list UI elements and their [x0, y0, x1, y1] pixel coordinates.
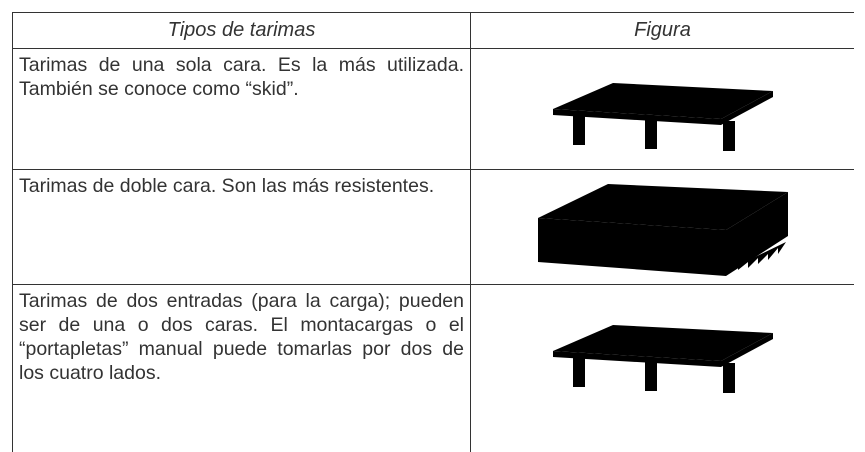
figure-cell [471, 285, 855, 452]
table: Tipos de tarimas Figura Tarimas de una s… [12, 12, 854, 452]
description: Tarimas de doble cara. Son las más resis… [13, 170, 471, 285]
row: Tarimas de dos entradas (para la carga);… [13, 285, 855, 452]
table-frame: Tipos de tarimas Figura Tarimas de una s… [12, 12, 854, 452]
row: Tarimas de doble cara. Son las más resis… [13, 170, 855, 285]
description: Tarimas de dos entradas (para la carga);… [13, 285, 471, 452]
pallet-figure [543, 69, 783, 169]
figure-cell [471, 170, 855, 285]
pallet-figure [528, 174, 798, 284]
description: Tarimas de una sola cara. Es la más util… [13, 49, 471, 170]
row: Tarimas de una sola cara. Es la más util… [13, 49, 855, 170]
header-cell: Figura [471, 13, 855, 49]
header-cell: Tipos de tarimas [13, 13, 471, 49]
pallet-figure [543, 311, 783, 411]
figure-cell [471, 49, 855, 170]
header-row: Tipos de tarimas Figura [13, 13, 855, 49]
page: Tipos de tarimas Figura Tarimas de una s… [0, 0, 865, 437]
